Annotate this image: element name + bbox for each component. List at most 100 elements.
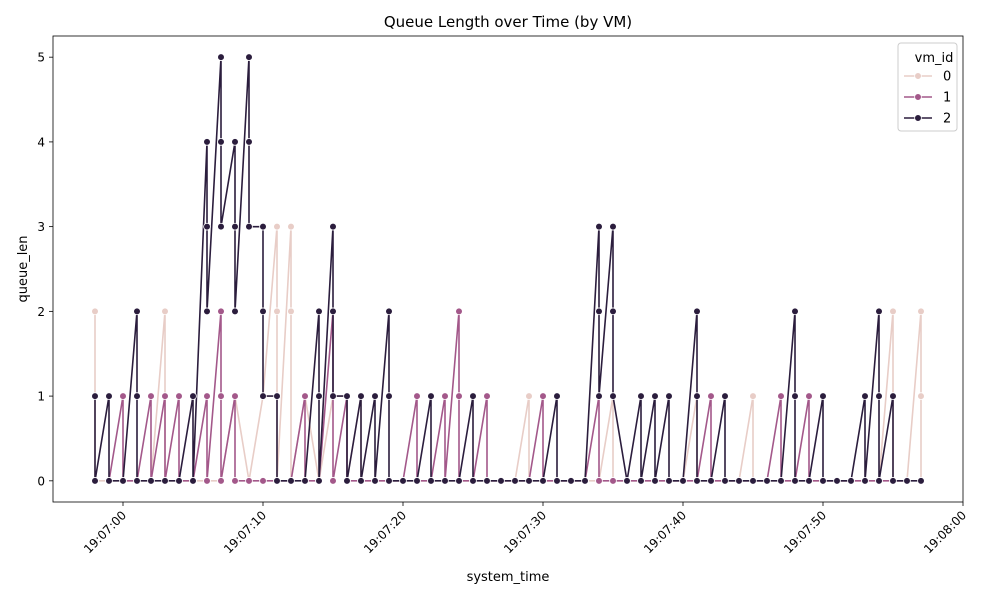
data-point (595, 222, 603, 231)
y-tick-label: 4 (37, 135, 45, 149)
data-point (273, 392, 281, 400)
data-point (595, 392, 603, 400)
legend-label: 1 (943, 91, 951, 106)
data-point (413, 392, 421, 400)
data-point (385, 392, 393, 400)
data-point (371, 477, 379, 485)
data-point (287, 477, 295, 485)
plot-layer (91, 53, 925, 485)
data-point (903, 477, 911, 485)
x-axis-label: system_time (467, 570, 550, 585)
data-point (175, 477, 183, 485)
data-point (483, 392, 491, 400)
data-point (469, 392, 477, 400)
legend-swatch-marker (914, 72, 922, 80)
data-point (217, 222, 225, 231)
data-point (917, 477, 925, 485)
data-point (483, 477, 491, 485)
x-tick-label: 19:07:50 (781, 508, 829, 556)
data-point (329, 222, 337, 231)
data-point (385, 307, 393, 316)
data-point (357, 392, 365, 400)
x-tick-label: 19:07:10 (221, 508, 269, 556)
data-point (343, 392, 351, 400)
data-point (469, 477, 477, 485)
data-point (301, 477, 309, 485)
data-point (203, 392, 211, 400)
data-point (623, 477, 631, 485)
data-point (441, 392, 449, 400)
data-point (203, 307, 211, 316)
data-point (301, 392, 309, 400)
series-2 (91, 53, 925, 485)
data-point (791, 477, 799, 485)
data-point (91, 392, 99, 400)
data-point (539, 392, 547, 400)
data-point (203, 138, 211, 146)
data-point (119, 477, 127, 485)
data-point (259, 392, 267, 400)
data-point (861, 392, 869, 400)
data-point (567, 477, 575, 485)
data-point (455, 307, 463, 316)
data-point (231, 138, 239, 146)
data-point (693, 392, 701, 400)
data-point (889, 477, 897, 485)
data-point (329, 307, 337, 316)
data-point (259, 477, 267, 485)
data-point (91, 307, 99, 316)
data-point (413, 477, 421, 485)
legend-swatch-marker (914, 114, 922, 122)
data-point (763, 477, 771, 485)
y-axis-label: queue_len (16, 235, 31, 302)
legend: vm_id 0 1 2 (897, 42, 958, 132)
data-point (525, 392, 533, 400)
data-point (105, 477, 113, 485)
x-tick-label: 19:07:00 (81, 508, 129, 556)
data-point (259, 222, 267, 231)
data-point (455, 392, 463, 400)
data-point (133, 392, 141, 400)
data-point (161, 477, 169, 485)
legend-label: 2 (943, 112, 951, 127)
data-point (273, 307, 281, 316)
data-point (539, 477, 547, 485)
data-point (91, 477, 99, 485)
y-tick-label: 1 (37, 390, 45, 404)
data-point (833, 477, 841, 485)
data-point (581, 477, 589, 485)
data-point (357, 477, 365, 485)
data-point (553, 392, 561, 400)
data-point (875, 392, 883, 400)
data-point (875, 477, 883, 485)
data-point (273, 222, 281, 231)
legend-entry-2: 2 (904, 112, 951, 127)
data-point (329, 392, 337, 400)
data-point (637, 477, 645, 485)
data-point (231, 307, 239, 316)
data-point (273, 477, 281, 485)
data-point (707, 392, 715, 400)
data-point (427, 392, 435, 400)
x-tick-label: 19:08:00 (921, 508, 969, 556)
data-point (105, 392, 113, 400)
legend-entry-1: 1 (904, 91, 951, 106)
data-point (693, 307, 701, 316)
data-point (217, 477, 225, 485)
data-point (735, 477, 743, 485)
legend-entry-0: 0 (904, 70, 951, 85)
data-point (231, 392, 239, 400)
data-point (511, 477, 519, 485)
data-point (707, 477, 715, 485)
data-point (287, 307, 295, 316)
legend-label: 0 (943, 70, 951, 85)
data-point (315, 477, 323, 485)
data-point (231, 477, 239, 485)
data-point (133, 307, 141, 316)
legend-entries: 0 1 2 (904, 70, 951, 127)
data-point (595, 307, 603, 316)
data-point (679, 477, 687, 485)
data-point (665, 477, 673, 485)
data-point (889, 392, 897, 400)
